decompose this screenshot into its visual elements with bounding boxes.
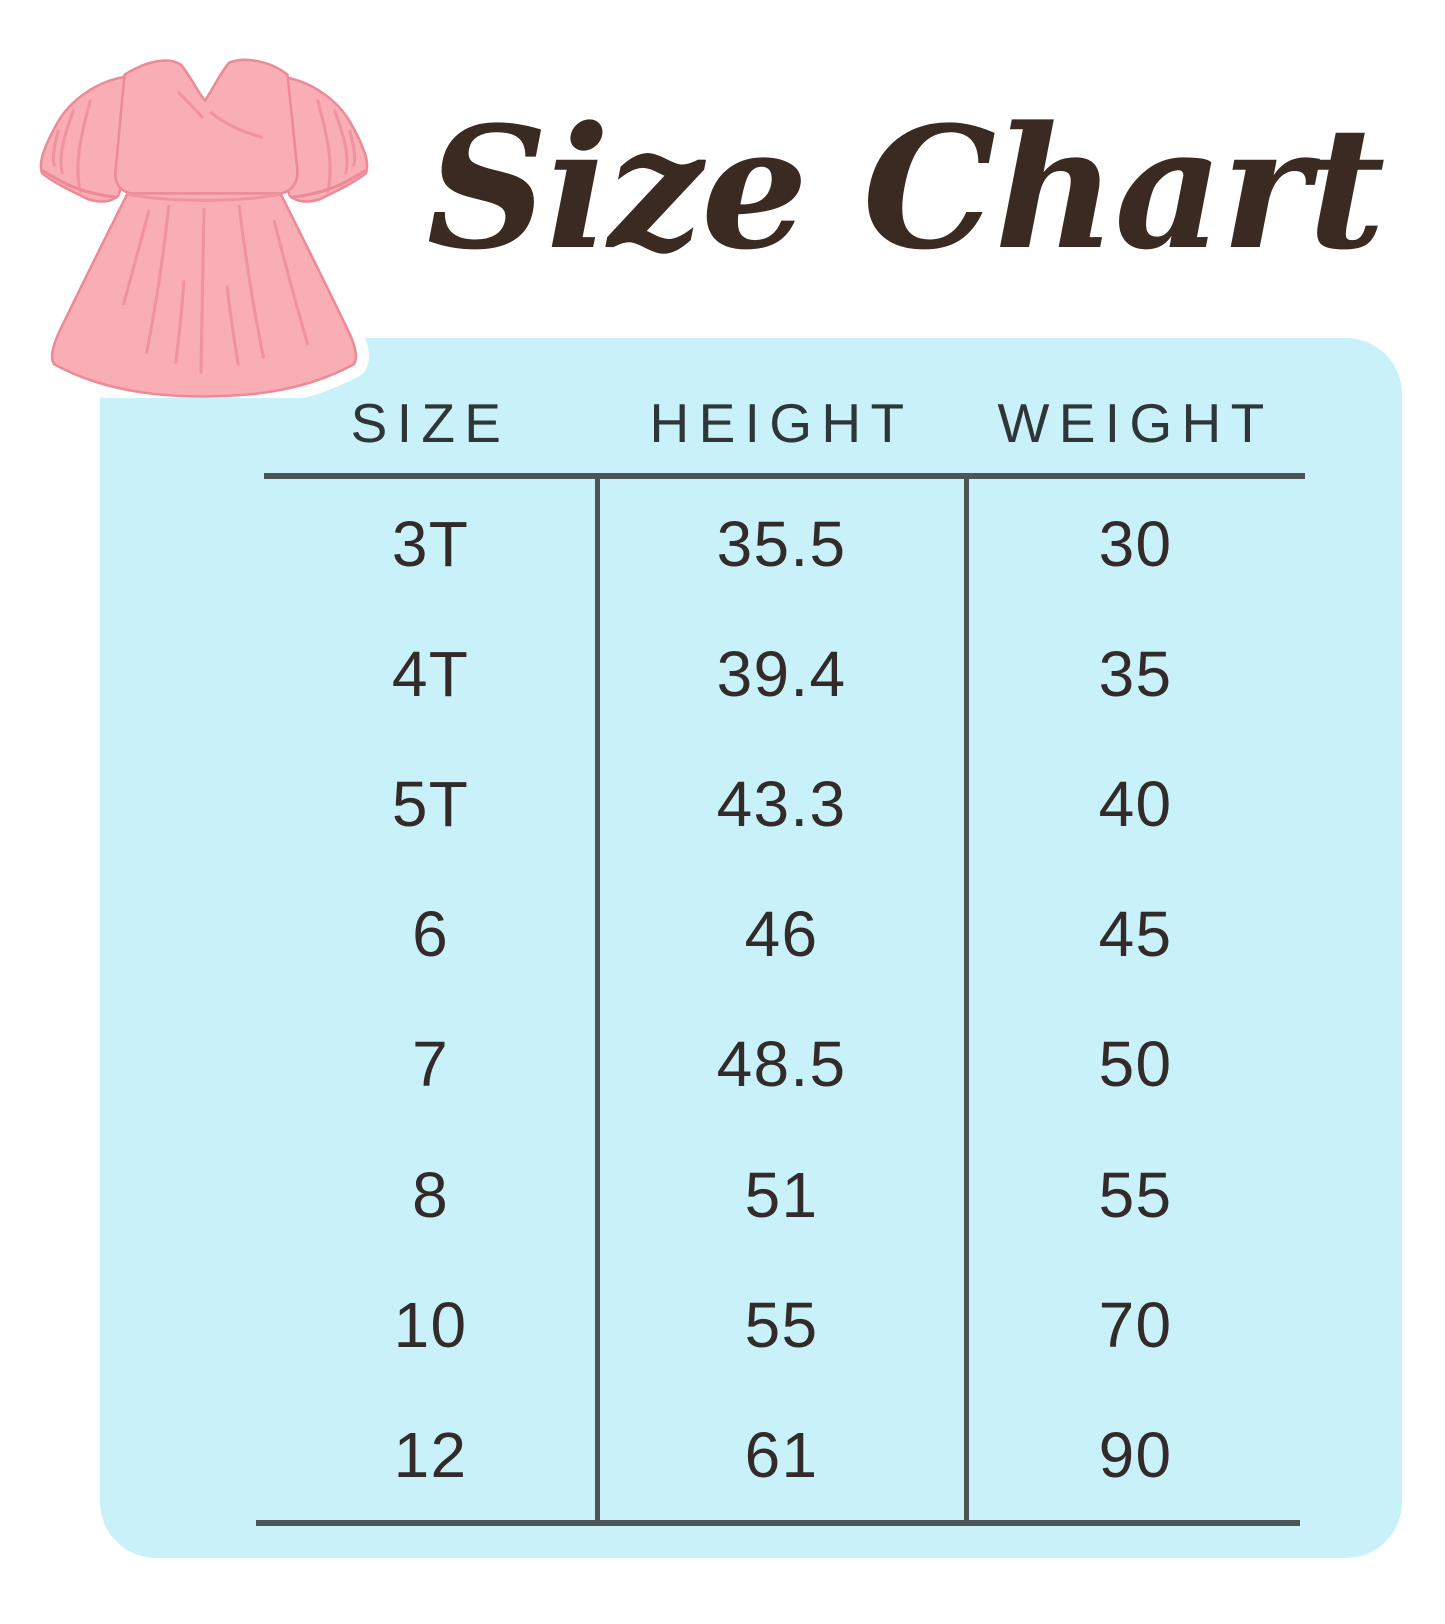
cell-height: 39.4 [716,638,847,711]
cell-height: 43.3 [716,768,847,841]
cell-height: 35.5 [716,508,847,581]
cell-size: 6 [412,898,449,971]
column-header-height: HEIGHT [649,392,914,454]
cell-weight: 35 [1098,638,1173,711]
table-column-headers: SIZE HEIGHT WEIGHT [264,370,1305,465]
cell-weight: 70 [1098,1288,1173,1361]
header-divider-line [264,473,1305,479]
cell-size: 8 [412,1158,449,1231]
column-divider-line-2 [964,473,969,1525]
cell-weight: 50 [1098,1028,1173,1101]
cell-size: 7 [412,1028,449,1101]
cell-weight: 90 [1098,1418,1173,1491]
cell-height: 48.5 [716,1028,847,1101]
cell-size: 10 [393,1288,468,1361]
bottom-divider-line [256,1520,1300,1526]
cell-weight: 30 [1098,508,1173,581]
cell-size: 3T [391,508,470,581]
cell-size: 4T [391,638,470,711]
size-chart-panel [100,338,1402,1558]
column-header-weight: WEIGHT [997,392,1274,454]
table-body: 3T 35.5 30 4T 39.4 35 5T 43.3 40 6 46 45… [264,479,1305,1520]
cell-weight: 40 [1098,768,1173,841]
cell-height: 51 [744,1158,819,1231]
cell-height: 46 [744,898,819,971]
column-divider-line-1 [595,473,600,1525]
cell-weight: 55 [1098,1158,1173,1231]
cell-height: 61 [744,1418,819,1491]
cell-weight: 45 [1098,898,1173,971]
cell-size: 12 [393,1418,468,1491]
column-header-size: SIZE [350,392,511,454]
dress-icon [28,50,380,398]
cell-height: 55 [744,1288,819,1361]
page-title: Size Chart [426,89,1386,287]
cell-size: 5T [391,768,470,841]
